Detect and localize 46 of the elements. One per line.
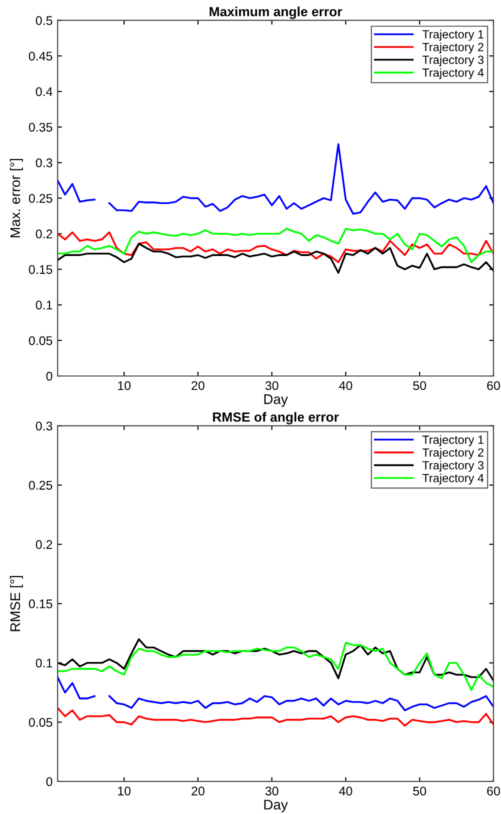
y-tick-label: 0.2 [36,230,52,238]
y-tick-label: 0.2 [36,540,52,549]
y-tick-label: 0.05 [28,718,52,727]
x-tick-label: 40 [339,381,352,390]
y-tick-label: 0.5 [36,16,52,25]
y-tick-label: 0.1 [36,300,52,310]
y-tick-label: 0.4 [36,87,52,96]
chart-title: Maximum angle error [210,6,342,19]
y-tick-label: 0.45 [28,52,52,61]
y-tick-label: 0.25 [28,194,52,203]
legend-label: Trajectory 3 [422,460,484,472]
legend-label: Trajectory 4 [422,68,484,80]
legend-label: Trajectory 2 [422,448,484,460]
y-tick-label: 0.35 [28,122,52,132]
x-tick-label: 60 [487,381,500,390]
x-tick-label: 50 [413,786,426,796]
x-tick-label: 10 [118,786,131,796]
x-tick-label: 20 [192,381,204,390]
y-tick-label: 0.15 [28,599,52,608]
x-tick-label: 30 [265,786,278,796]
x-tick-label: 60 [487,786,500,796]
legend-label: Trajectory 1 [422,435,484,446]
y-tick-label: 0 [46,777,52,786]
x-tick-label: 20 [192,786,204,796]
legend-label: Trajectory 3 [422,55,484,66]
line-series [58,642,494,692]
y-tick-label: 0 [46,372,52,381]
legend-label: Trajectory 4 [422,474,484,485]
y-tick-label: 0.25 [28,480,52,490]
y-tick-label: 0.05 [28,336,52,346]
x-axis-title: Day [264,800,288,812]
line-series [58,707,494,727]
x-tick-label: 30 [265,381,278,390]
legend-label: Trajectory 2 [422,42,484,54]
x-tick-label: 40 [339,786,352,796]
y-tick-label: 0.3 [36,422,52,430]
legend-label: Trajectory 1 [422,30,484,41]
x-tick-label: 10 [118,381,131,390]
chart-title: RMSE of angle error [213,412,339,424]
y-tick-label: 0.1 [36,658,52,668]
y-axis-title: Max. error [°] [10,158,23,238]
y-tick-label: 0.3 [36,158,52,168]
x-axis-title: Day [264,394,288,407]
y-axis-title: RMSE [°] [10,576,23,632]
x-tick-label: 50 [413,381,426,390]
y-tick-label: 0.15 [28,265,52,274]
